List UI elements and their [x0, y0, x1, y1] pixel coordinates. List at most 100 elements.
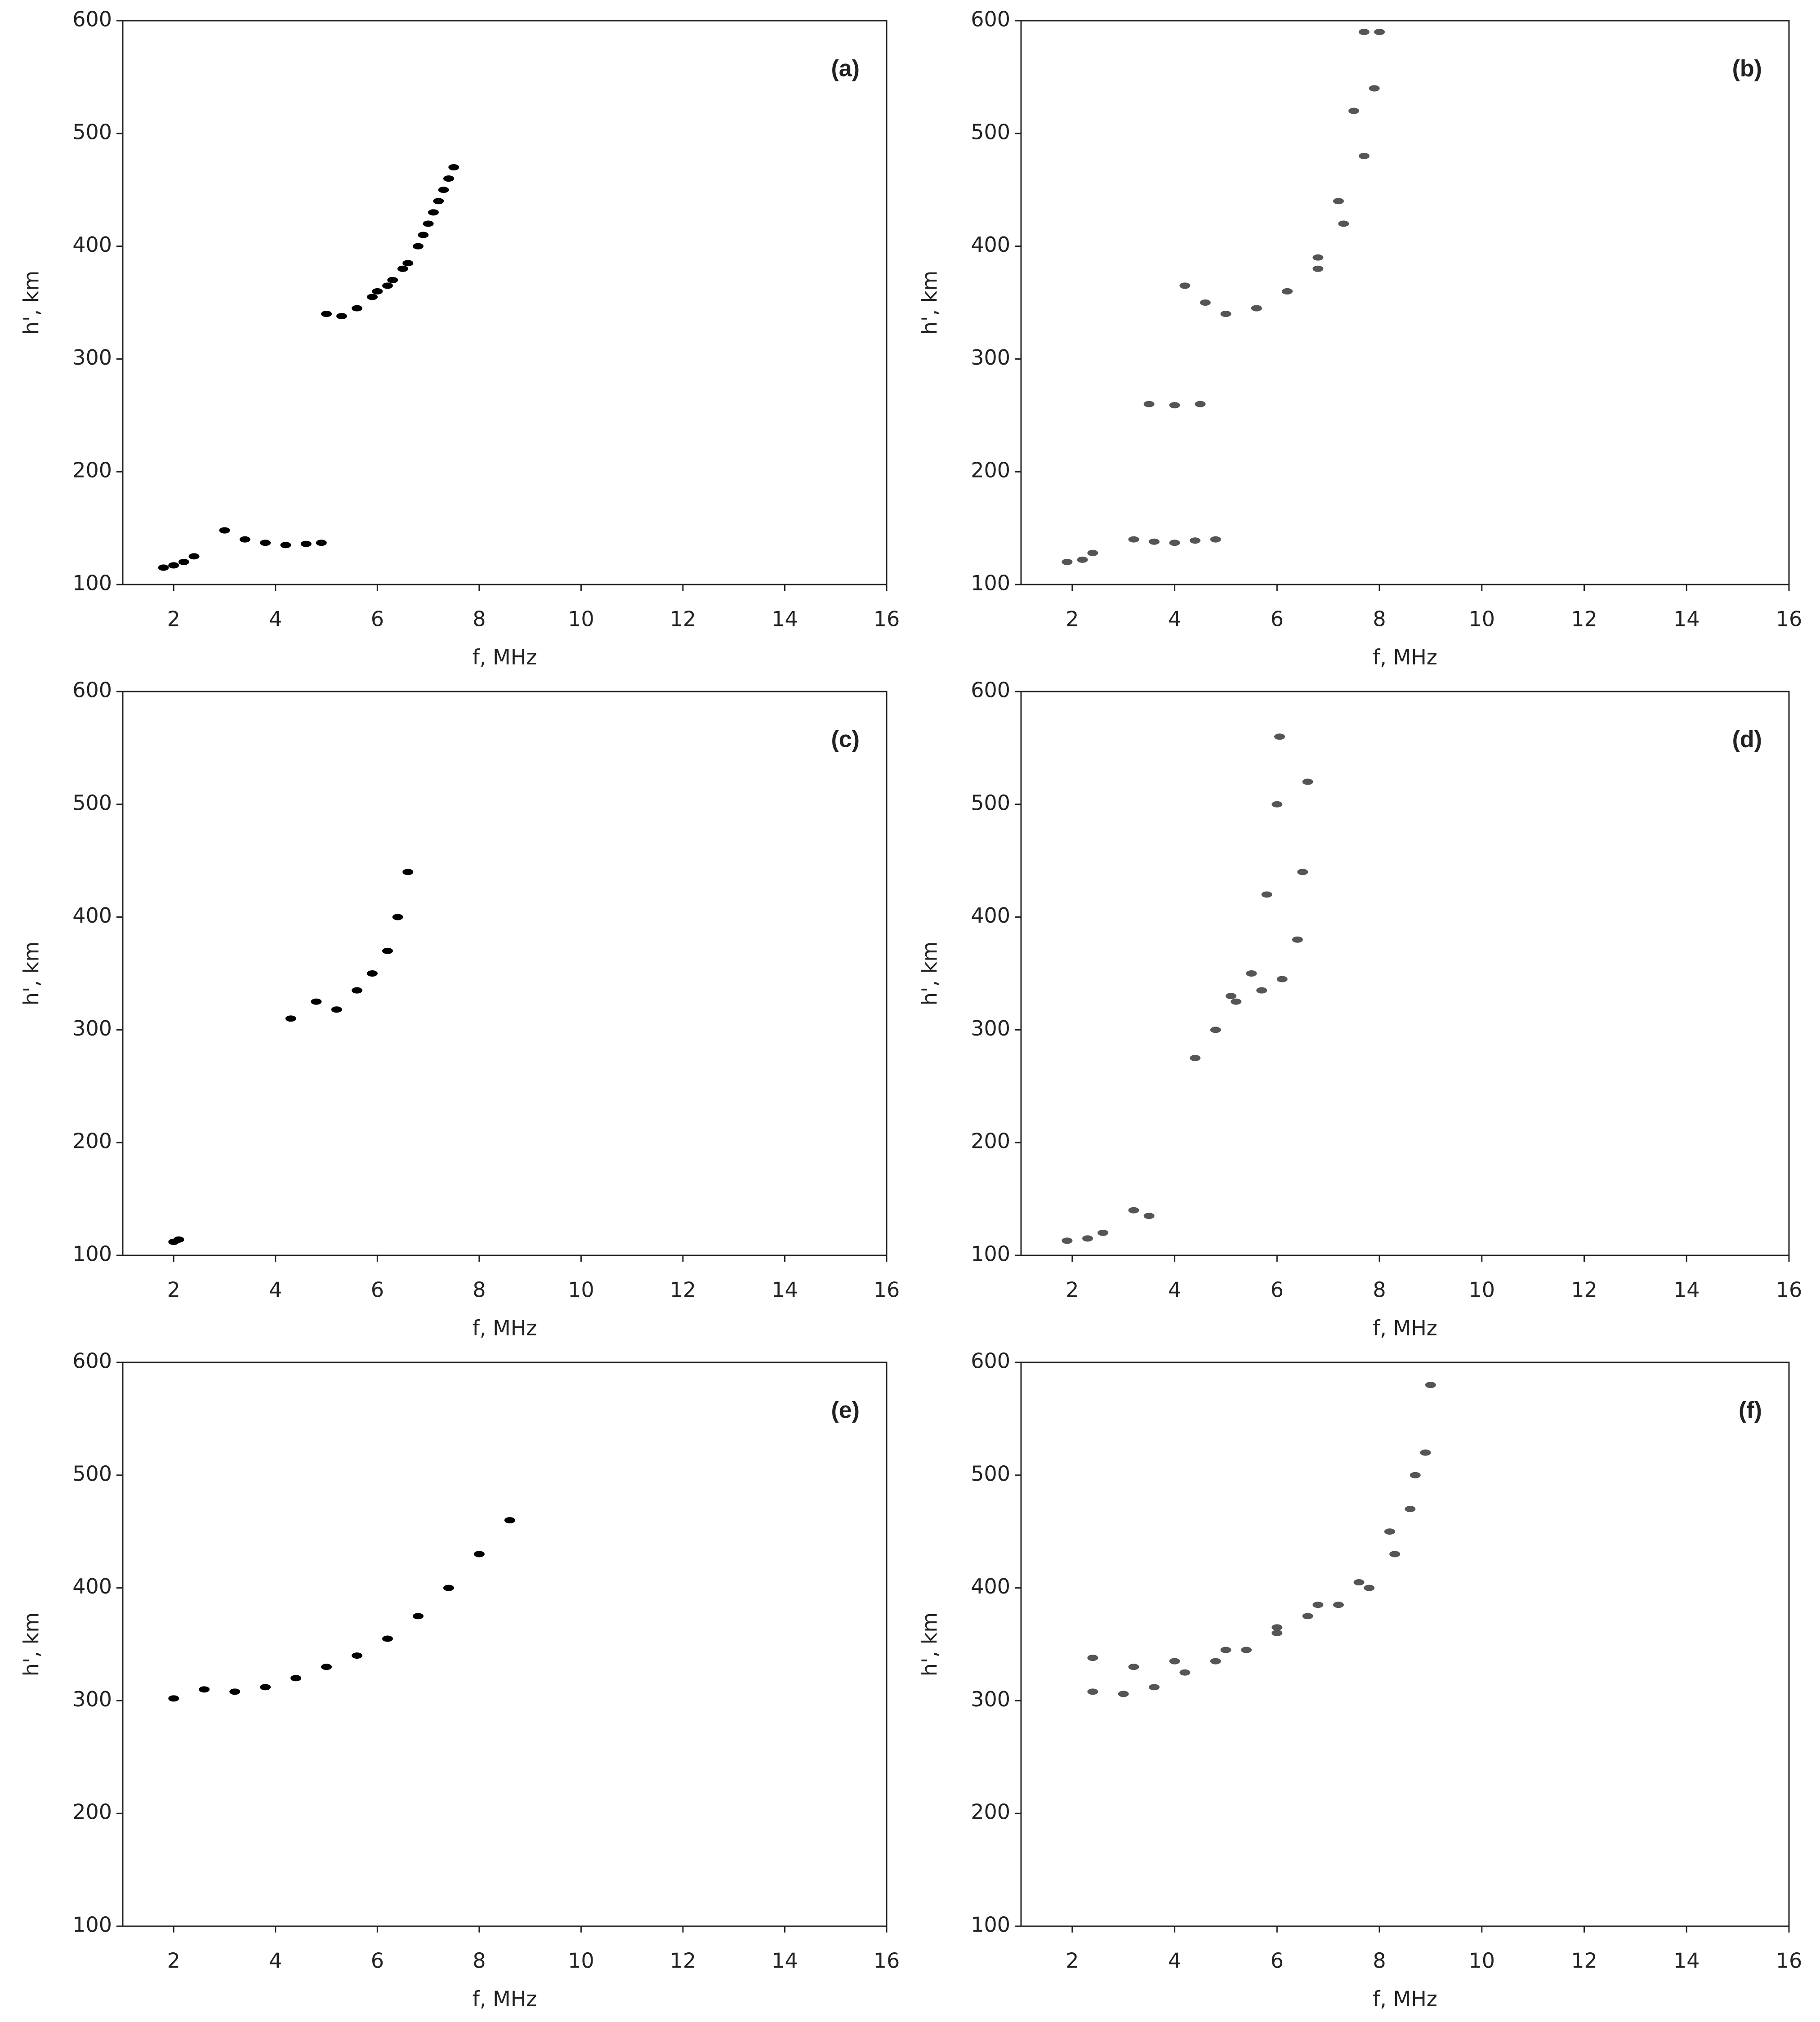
trace-point	[1302, 778, 1313, 785]
trace-point	[443, 175, 454, 182]
x-tick-label: 4	[269, 1949, 282, 1973]
trace-point	[1062, 1237, 1073, 1244]
trace-point	[168, 562, 179, 569]
y-tick-label: 600	[72, 7, 112, 31]
trace-point	[1374, 29, 1385, 36]
trace-point	[352, 987, 363, 994]
x-axis-label: f, MHz	[1373, 1987, 1437, 2011]
x-tick-label: 12	[670, 607, 696, 631]
x-tick-label: 10	[568, 607, 594, 631]
trace-point	[285, 1015, 296, 1022]
x-tick-label: 8	[473, 607, 486, 631]
trace-point	[1210, 1027, 1221, 1033]
trace-point	[352, 1652, 363, 1659]
x-tick-label: 6	[1271, 1949, 1284, 1973]
trace-point	[382, 1635, 393, 1642]
trace-point	[1118, 1691, 1129, 1697]
trace-point	[178, 558, 189, 565]
trace-point	[219, 527, 230, 534]
trace-point	[1251, 305, 1262, 312]
y-tick-label: 500	[971, 790, 1010, 815]
x-tick-label: 16	[1776, 1949, 1802, 1973]
y-tick-label: 600	[72, 1349, 112, 1373]
y-tick-label: 200	[72, 458, 112, 482]
trace-point	[1087, 1655, 1098, 1661]
trace-point	[1271, 801, 1283, 808]
trace-point	[412, 1613, 424, 1620]
x-tick-label: 8	[1373, 1949, 1386, 1973]
trace-point	[1087, 549, 1098, 556]
y-axis-label: h', km	[918, 271, 942, 335]
y-tick-label: 100	[72, 571, 112, 595]
y-tick-label: 400	[72, 232, 112, 257]
x-tick-label: 6	[371, 1949, 384, 1973]
trace-point	[1220, 1647, 1231, 1653]
x-tick-label: 14	[1673, 607, 1700, 631]
trace-point	[1271, 1629, 1283, 1636]
x-tick-label: 6	[371, 607, 384, 631]
trace-point	[1231, 998, 1242, 1005]
trace-point	[321, 1664, 332, 1670]
y-tick-label: 300	[72, 345, 112, 370]
trace-point	[402, 260, 414, 267]
trace-point	[443, 1585, 454, 1591]
trace-point	[239, 536, 250, 543]
trace-point	[1200, 299, 1211, 306]
trace-point	[229, 1688, 241, 1695]
y-tick-label: 600	[72, 678, 112, 702]
trace-point	[1292, 936, 1303, 943]
y-tick-label: 600	[971, 7, 1010, 31]
y-tick-label: 600	[971, 678, 1010, 702]
trace-point	[448, 164, 459, 171]
trace-point	[1369, 85, 1380, 92]
trace-point	[260, 1684, 271, 1691]
panel-label: (c)	[831, 727, 860, 753]
panel-label: (d)	[1732, 727, 1762, 753]
trace-point	[1410, 1472, 1421, 1478]
y-tick-label: 100	[72, 1242, 112, 1266]
trace-point	[1128, 1207, 1139, 1214]
x-tick-label: 12	[670, 1278, 696, 1302]
y-tick-label: 500	[72, 120, 112, 144]
x-axis-label: f, MHz	[473, 645, 537, 670]
trace-point	[438, 187, 449, 193]
y-tick-label: 400	[72, 903, 112, 928]
trace-point	[1220, 311, 1231, 317]
trace-point	[188, 553, 200, 560]
trace-point	[412, 243, 424, 250]
trace-point	[1128, 1664, 1139, 1670]
x-tick-label: 12	[1571, 607, 1597, 631]
plot-frame	[122, 691, 888, 1256]
trace-point	[382, 282, 393, 289]
trace-point	[397, 265, 408, 272]
y-tick-label: 100	[971, 1913, 1010, 1937]
y-tick-label: 600	[971, 1349, 1010, 1373]
trace-point	[1062, 558, 1073, 565]
trace-point	[1143, 401, 1155, 407]
plot-frame	[122, 20, 888, 585]
y-tick-label: 300	[971, 1687, 1010, 1711]
trace-point	[382, 947, 393, 954]
y-axis-label: h', km	[19, 1612, 44, 1677]
trace-point	[321, 311, 332, 317]
trace-point	[316, 540, 327, 546]
x-tick-label: 10	[1469, 607, 1495, 631]
trace-point	[1169, 1658, 1180, 1665]
x-tick-label: 4	[1168, 1278, 1181, 1302]
y-axis-label: h', km	[19, 942, 44, 1006]
trace-point	[1149, 1684, 1160, 1691]
plot-frame	[1020, 691, 1790, 1256]
trace-point	[1384, 1528, 1395, 1535]
x-tick-label: 4	[269, 1278, 282, 1302]
trace-point	[300, 540, 312, 547]
y-tick-label: 200	[72, 1129, 112, 1153]
x-tick-label: 8	[473, 1949, 486, 1973]
x-tick-label: 16	[874, 1278, 900, 1302]
panel-label: (a)	[831, 56, 860, 82]
trace-point	[290, 1675, 302, 1682]
y-tick-label: 400	[971, 903, 1010, 928]
trace-point	[1149, 538, 1160, 545]
trace-point	[199, 1686, 210, 1693]
